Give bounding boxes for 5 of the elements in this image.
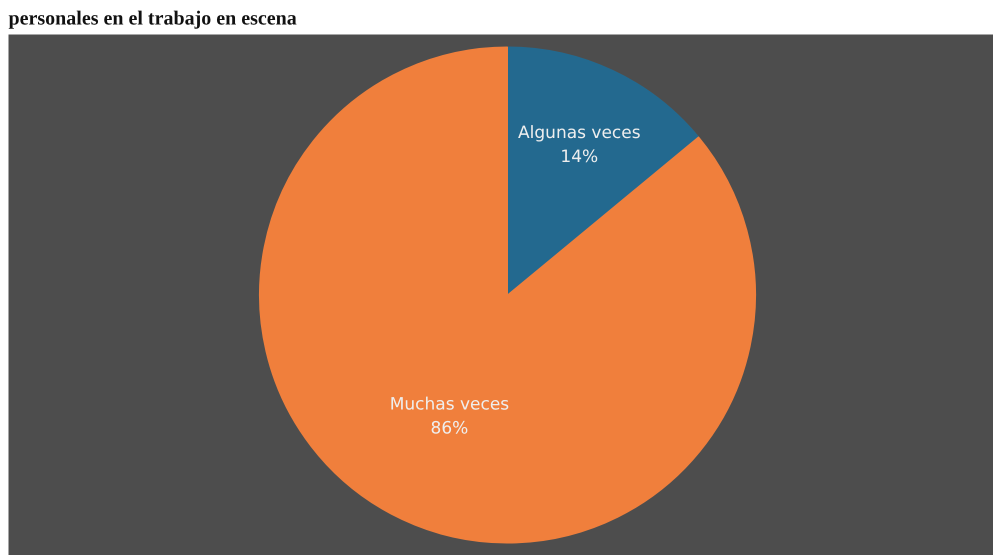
chart-title: personales en el trabajo en escena <box>8 8 297 30</box>
data-label: 14% <box>560 147 598 167</box>
slice-label: Algunas veces <box>518 123 641 143</box>
data-label: 86% <box>430 418 468 438</box>
slice-label: Muchas veces <box>390 394 510 414</box>
